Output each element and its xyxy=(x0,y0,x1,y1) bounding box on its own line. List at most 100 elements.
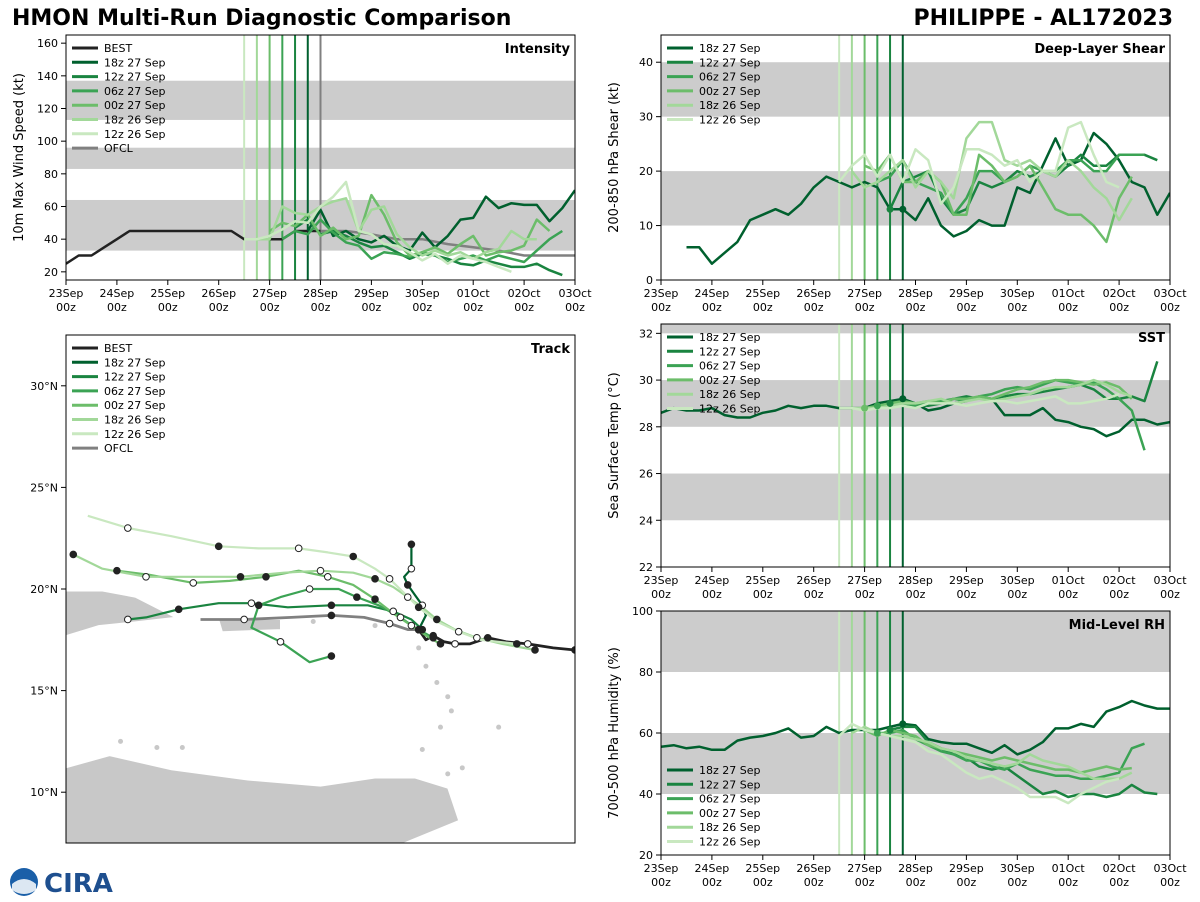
x-tick-label-hour: 00z xyxy=(753,876,773,889)
track-point-12z-26-sep xyxy=(513,640,521,648)
island-0 xyxy=(445,694,451,700)
series-12z-26-sep xyxy=(838,722,1120,805)
legend-label-18z-27-sep: 18z 27 Sep xyxy=(699,764,761,777)
legend-label-06z-27-sep: 06z 27 Sep xyxy=(104,385,166,398)
legend-label-18z-26-sep: 18z 26 Sep xyxy=(699,99,761,112)
track-point-12z-26-sep xyxy=(385,575,394,583)
x-tick-label-date: 30Sep xyxy=(1000,862,1035,875)
panel-title: Track xyxy=(531,342,570,357)
band-0 xyxy=(661,171,1170,226)
series-12z-26-sep xyxy=(244,180,512,273)
legend-label-06z-27-sep: 06z 27 Sep xyxy=(699,360,761,373)
track-point-12z-26-sep xyxy=(349,552,358,561)
island-2 xyxy=(423,663,429,669)
track-point-00z-27-sep xyxy=(262,573,270,581)
x-tick-label-hour: 00z xyxy=(957,588,977,601)
legend-label-18z-27-sep: 18z 27 Sep xyxy=(104,56,166,69)
marker-18z-27-sep xyxy=(899,395,907,403)
x-tick-label-date: 26Sep xyxy=(796,574,831,587)
track-point-12z-26-sep xyxy=(124,524,132,532)
panel-title: Deep-Layer Shear xyxy=(1034,42,1165,57)
legend-label-ofcl: OFCL xyxy=(104,142,134,155)
x-tick-label-date: 26Sep xyxy=(201,287,236,300)
noaa-wave-icon xyxy=(12,879,36,894)
x-tick-label-date: 23Sep xyxy=(644,862,679,875)
island-1 xyxy=(434,679,440,685)
x-tick-label-hour: 00z xyxy=(753,588,773,601)
x-tick-label-hour: 00z xyxy=(107,301,127,314)
marker-12z-27-sep xyxy=(886,399,894,407)
series-00z-27-sep xyxy=(268,193,551,257)
marker-00z-27-sep xyxy=(861,404,869,412)
legend-label-18z-27-sep: 18z 27 Sep xyxy=(104,356,166,369)
y-tick-label: 30 xyxy=(639,374,653,387)
x-tick-label-date: 02Oct xyxy=(508,287,542,300)
lat-tick-label: 25°N xyxy=(30,481,58,494)
series-18z-26-sep xyxy=(256,197,537,261)
x-tick-label-hour: 00z xyxy=(1007,876,1027,889)
x-tick-label-date: 24Sep xyxy=(100,287,135,300)
series-12z-26-sep xyxy=(839,392,1120,412)
track-point-18z-26-sep xyxy=(316,566,325,575)
y-tick-label: 0 xyxy=(646,274,653,287)
x-tick-label-hour: 00z xyxy=(804,588,824,601)
track-point-12z-26-sep xyxy=(414,603,423,612)
x-tick-label-date: 28Sep xyxy=(898,862,933,875)
legend-label-12z-27-sep: 12z 27 Sep xyxy=(104,371,166,384)
series-18z-26-sep xyxy=(850,120,1133,222)
island-8 xyxy=(496,724,502,730)
x-tick-label-date: 27Sep xyxy=(847,862,882,875)
storm-title: PHILIPPE - AL172023 xyxy=(913,6,1173,31)
track-point-best xyxy=(451,640,459,648)
x-tick-label-date: 03Oct xyxy=(1153,574,1187,587)
y-tick-label: 80 xyxy=(639,666,653,679)
legend-label-12z-26-sep: 12z 26 Sep xyxy=(699,403,761,416)
track-point-12z-26-sep xyxy=(214,542,223,551)
band-2 xyxy=(661,324,1170,334)
puerto-rico-land xyxy=(218,619,281,633)
track-point-00z-27-sep xyxy=(113,566,121,575)
x-tick-label-hour: 00z xyxy=(1109,588,1129,601)
island-9 xyxy=(448,708,454,714)
series-18z-27-sep xyxy=(661,699,1170,756)
x-tick-label-hour: 00z xyxy=(906,876,926,889)
legend-label-06z-27-sep: 06z 27 Sep xyxy=(699,793,761,806)
island-13 xyxy=(179,744,185,750)
x-tick-label-date: 02Oct xyxy=(1103,862,1137,875)
x-tick-label-date: 24Sep xyxy=(695,287,730,300)
island-5 xyxy=(310,619,316,625)
track-point-00z-27-sep xyxy=(189,579,198,587)
x-tick-label-date: 25Sep xyxy=(745,574,780,587)
series-12z-26-sep xyxy=(838,120,1120,206)
island-7 xyxy=(437,724,443,730)
x-tick-label-date: 28Sep xyxy=(898,574,933,587)
track-point-00z-27-sep xyxy=(436,640,445,648)
track-point-18z-26-sep xyxy=(403,593,412,601)
y-tick-label: 60 xyxy=(639,727,653,740)
y-tick-label: 22 xyxy=(639,561,653,574)
track-point-00z-27-sep xyxy=(407,621,416,630)
x-tick-label-date: 29Sep xyxy=(354,287,389,300)
x-tick-label-hour: 00z xyxy=(702,588,722,601)
track-point-06z-27-sep xyxy=(429,633,438,642)
x-tick-label-date: 25Sep xyxy=(150,287,185,300)
marker-12z-27-sep xyxy=(886,726,894,734)
y-axis-label: 700-500 hPa Humidity (%) xyxy=(607,647,622,819)
island-3 xyxy=(416,645,422,651)
x-tick-label-hour: 00z xyxy=(651,588,671,601)
legend-label-12z-27-sep: 12z 27 Sep xyxy=(699,345,761,358)
marker-18z-27-sep xyxy=(899,720,907,728)
x-tick-label-hour: 00z xyxy=(565,301,585,314)
x-tick-label-hour: 00z xyxy=(362,301,382,314)
x-tick-label-hour: 00z xyxy=(957,301,977,314)
x-tick-label-date: 01Oct xyxy=(1052,574,1086,587)
track-point-12z-27-sep xyxy=(174,605,183,614)
legend-label-06z-27-sep: 06z 27 Sep xyxy=(104,85,166,98)
rh-panel: 2040608010023Sep00z24Sep00z25Sep00z26Sep… xyxy=(607,605,1187,889)
x-tick-label-date: 24Sep xyxy=(695,574,730,587)
island-14 xyxy=(118,738,124,744)
track-point-12z-27-sep xyxy=(418,625,427,634)
y-tick-label: 20 xyxy=(639,165,653,178)
y-tick-label: 24 xyxy=(639,514,653,527)
